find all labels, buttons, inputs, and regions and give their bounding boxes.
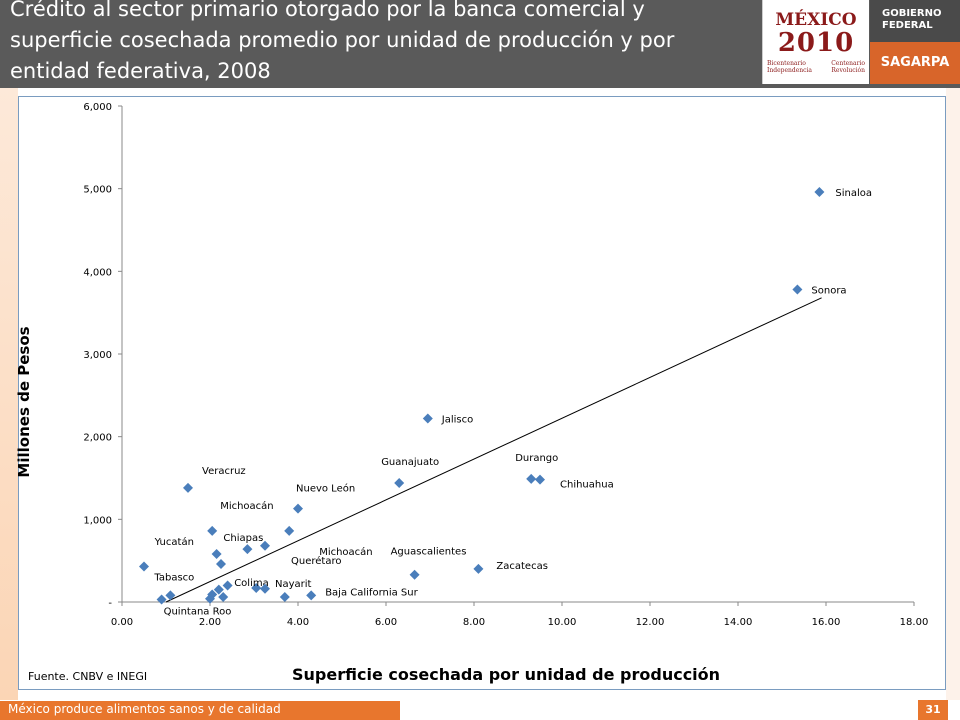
page-title: Crédito al sector primario otorgado por … xyxy=(10,0,675,83)
data-point xyxy=(260,540,270,551)
data-point xyxy=(260,583,270,594)
point-label: Chihuahua xyxy=(560,480,614,491)
footer-slogan: México produce alimentos sanos y de cali… xyxy=(8,702,281,716)
y-tick-label: 5,000 xyxy=(83,185,112,196)
data-point xyxy=(409,569,420,580)
x-tick-label: 0.00 xyxy=(111,617,133,628)
data-point xyxy=(293,503,303,514)
data-point xyxy=(139,561,149,572)
logo-mexico-subtitles: Bicentenario Independencia Centenario Re… xyxy=(767,60,865,74)
x-tick-label: 12.00 xyxy=(636,617,665,628)
data-point xyxy=(165,590,176,601)
point-label: Guanajuato xyxy=(381,457,439,468)
data-point xyxy=(216,558,226,569)
data-point xyxy=(535,474,545,485)
y-tick-label: 6,000 xyxy=(83,102,112,113)
data-point xyxy=(473,563,484,574)
point-label: Tabasco xyxy=(153,572,194,583)
point-label: Aguascalientes xyxy=(391,547,467,558)
x-tick-label: 6.00 xyxy=(375,617,397,628)
left-decoration xyxy=(0,88,18,700)
data-point xyxy=(792,284,803,295)
right-decoration xyxy=(946,88,960,700)
data-point xyxy=(284,525,295,536)
x-tick-label: 2.00 xyxy=(199,617,221,628)
x-tick-label: 10.00 xyxy=(548,617,577,628)
point-label: Jalisco xyxy=(441,414,473,425)
gobierno-federal-logo: GOBIERNO FEDERAL xyxy=(870,0,960,42)
data-point xyxy=(251,582,262,593)
data-point xyxy=(156,594,167,605)
point-label: Sonora xyxy=(811,286,846,297)
data-point xyxy=(211,549,222,560)
y-tick-label: 3,000 xyxy=(83,350,112,361)
source-note: Fuente. CNBV e INEGI xyxy=(28,670,148,683)
y-tick-label: 4,000 xyxy=(83,267,112,278)
x-axis-label: Superficie cosechada por unidad de produ… xyxy=(292,665,721,684)
data-point xyxy=(422,413,433,424)
y-axis-label: Millones de Pesos xyxy=(15,326,33,478)
point-label: Michoacán xyxy=(220,500,273,512)
trendline xyxy=(165,297,822,603)
data-point xyxy=(306,590,317,601)
data-point xyxy=(279,592,290,603)
point-label: Querétaro xyxy=(291,555,341,567)
x-tick-label: 4.00 xyxy=(287,617,309,628)
chart-frame xyxy=(18,96,946,690)
sagarpa-logo: SAGARPA xyxy=(870,42,960,84)
logo-mexico-word: MÉXICO xyxy=(775,10,857,30)
point-label: Nuevo León xyxy=(296,483,355,495)
footer-bar xyxy=(0,701,400,720)
point-label: Chiapas xyxy=(223,533,263,544)
point-label: Zacatecas xyxy=(496,561,548,572)
logo-sub-left: Bicentenario Independencia xyxy=(767,60,812,74)
data-point xyxy=(218,592,229,603)
point-label: Durango xyxy=(515,453,558,464)
x-tick-label: 14.00 xyxy=(724,617,753,628)
y-tick-label: 2,000 xyxy=(83,433,112,444)
data-point xyxy=(222,580,233,591)
point-label: Baja California Sur xyxy=(325,587,418,598)
point-label: Veracruz xyxy=(202,466,246,477)
mexico-2010-logo: MÉXICO 2010 Bicentenario Independencia C… xyxy=(762,0,869,84)
x-tick-label: 8.00 xyxy=(463,617,485,628)
y-tick-label: - xyxy=(108,598,112,609)
x-tick-label: 18.00 xyxy=(900,617,929,628)
data-point xyxy=(213,584,224,595)
data-point xyxy=(394,477,405,488)
data-point xyxy=(205,593,215,604)
point-label: Quintana Roo xyxy=(164,607,232,618)
logo-sub-right: Centenario Revolución xyxy=(831,60,865,74)
point-label: Michoacán xyxy=(319,546,372,558)
logo-mexico-year: 2010 xyxy=(777,28,855,58)
data-point xyxy=(207,525,218,536)
y-tick-label: 1,000 xyxy=(83,515,112,526)
data-point xyxy=(242,544,253,555)
x-tick-label: 16.00 xyxy=(812,617,841,628)
page-number: 31 xyxy=(918,700,948,720)
point-label: Nayarit xyxy=(275,579,312,590)
data-point xyxy=(183,482,193,493)
data-point xyxy=(814,186,825,197)
point-label: Yucatán xyxy=(154,536,194,548)
data-point xyxy=(526,473,537,484)
point-label: Colima xyxy=(234,578,269,589)
point-label: Sinaloa xyxy=(835,188,872,199)
